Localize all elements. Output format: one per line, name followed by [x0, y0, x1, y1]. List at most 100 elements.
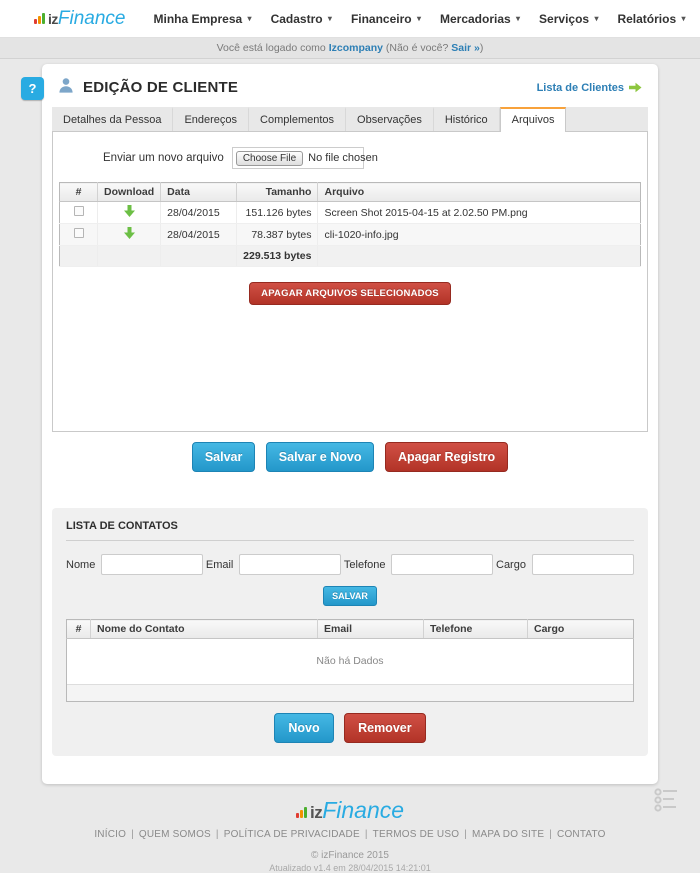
- footer-link-politica[interactable]: POLÍTICA DE PRIVACIDADE: [224, 829, 360, 840]
- file-size: 78.387 bytes: [237, 224, 318, 246]
- novo-button[interactable]: Novo: [274, 713, 333, 743]
- nav-cadastro[interactable]: Cadastro ▾: [271, 12, 332, 26]
- nav-financeiro[interactable]: Financeiro ▾: [351, 12, 421, 26]
- cargo-label: Cargo: [496, 559, 526, 571]
- file-date: 28/04/2015: [161, 202, 237, 224]
- logo-name: Finance: [322, 797, 404, 824]
- contacts-table-header: # Nome do Contato Email Telefone Cargo: [67, 620, 634, 639]
- remover-button[interactable]: Remover: [344, 713, 426, 743]
- file-chosen-status: No file chosen: [308, 152, 378, 164]
- col-email: Email: [318, 620, 424, 639]
- footer-link-inicio[interactable]: INÍCIO: [94, 829, 126, 840]
- salvar-button[interactable]: Salvar: [192, 442, 256, 472]
- chevron-down-icon: ▾: [328, 14, 332, 23]
- file-name: cli-1020-info.jpg: [318, 224, 641, 246]
- file-input[interactable]: Choose File No file chosen: [232, 147, 364, 169]
- file-checkbox[interactable]: [74, 228, 84, 238]
- col-cargo: Cargo: [528, 620, 634, 639]
- salvar-contato-button[interactable]: SALVAR: [323, 586, 377, 606]
- nav-relatorios[interactable]: Relatórios ▾: [617, 12, 685, 26]
- copyright-text: © izFinance 2015: [0, 850, 700, 861]
- nav-mercadorias[interactable]: Mercadorias ▾: [440, 12, 520, 26]
- tab-observacoes[interactable]: Observações: [346, 107, 434, 131]
- telefone-label: Telefone: [344, 559, 386, 571]
- company-link[interactable]: Izcompany: [329, 42, 383, 54]
- card-header: EDIÇÃO DE CLIENTE Lista de Clientes: [42, 64, 658, 107]
- contact-form: Nome Email Telefone Cargo: [66, 554, 634, 575]
- nome-field[interactable]: [101, 554, 203, 575]
- bar-chart-icon: [296, 807, 308, 818]
- salvar-e-novo-button[interactable]: Salvar e Novo: [266, 442, 375, 472]
- files-total-size: 229.513 bytes: [237, 246, 318, 267]
- file-checkbox[interactable]: [74, 206, 84, 216]
- record-actions: Salvar Salvar e Novo Apagar Registro: [42, 432, 658, 484]
- login-status-bar: Você está logado como Izcompany (Não é v…: [0, 38, 700, 59]
- tab-enderecos[interactable]: Endereços: [173, 107, 249, 131]
- cargo-field[interactable]: [532, 554, 634, 575]
- files-table-footer: 229.513 bytes: [60, 246, 641, 267]
- chevron-down-icon: ▾: [681, 14, 685, 23]
- nav-minha-empresa[interactable]: Minha Empresa ▾: [154, 12, 252, 26]
- bar-chart-icon: [34, 13, 46, 24]
- footer-link-contato[interactable]: CONTATO: [557, 829, 606, 840]
- arquivos-panel: Enviar um novo arquivo Choose File No fi…: [52, 132, 648, 432]
- email-label: Email: [206, 559, 234, 571]
- main-nav: Minha Empresa ▾ Cadastro ▾ Financeiro ▾ …: [154, 12, 700, 26]
- logo-prefix: iz: [310, 803, 322, 823]
- divider: [66, 540, 634, 541]
- col-download: Download: [98, 183, 161, 202]
- download-arrow-icon[interactable]: [124, 227, 135, 242]
- file-name: Screen Shot 2015-04-15 at 2.02.50 PM.png: [318, 202, 641, 224]
- lista-de-clientes-link[interactable]: Lista de Clientes: [537, 82, 642, 94]
- footer-logo[interactable]: iz Finance: [296, 797, 404, 824]
- person-icon: [58, 77, 74, 98]
- tab-arquivos[interactable]: Arquivos: [500, 107, 567, 132]
- upload-row: Enviar um novo arquivo Choose File No fi…: [53, 132, 647, 182]
- signout-link[interactable]: Sair »: [451, 42, 480, 54]
- footer-link-mapa[interactable]: MAPA DO SITE: [472, 829, 544, 840]
- help-button[interactable]: ?: [21, 77, 44, 100]
- page-title: EDIÇÃO DE CLIENTE: [83, 79, 238, 96]
- nav-servicos[interactable]: Serviços ▾: [539, 12, 598, 26]
- page-footer: iz Finance INÍCIO|QUEM SOMOS|POLÍTICA DE…: [0, 784, 700, 873]
- login-status-text: Você está logado como: [217, 42, 326, 54]
- col-num: #: [67, 620, 91, 639]
- telefone-field[interactable]: [391, 554, 493, 575]
- tab-detalhes-da-pessoa[interactable]: Detalhes da Pessoa: [52, 107, 173, 131]
- col-data: Data: [161, 183, 237, 202]
- file-size: 151.126 bytes: [237, 202, 318, 224]
- contacts-table-footer: [67, 684, 633, 701]
- tab-bar: Detalhes da Pessoa Endereços Complemento…: [52, 107, 648, 132]
- col-num: #: [60, 183, 98, 202]
- logo-name: Finance: [58, 8, 126, 30]
- col-telefone: Telefone: [424, 620, 528, 639]
- tab-complementos[interactable]: Complementos: [249, 107, 346, 131]
- login-question-text: (Não é você?: [386, 42, 448, 54]
- contacts-table-body: Não há Dados: [66, 639, 634, 702]
- col-tamanho: Tamanho: [237, 183, 318, 202]
- footer-link-quem-somos[interactable]: QUEM SOMOS: [139, 829, 211, 840]
- table-row: 28/04/2015 151.126 bytes Screen Shot 201…: [60, 202, 641, 224]
- list-icon[interactable]: [652, 785, 680, 820]
- col-arquivo: Arquivo: [318, 183, 641, 202]
- download-arrow-icon[interactable]: [124, 205, 135, 220]
- chevron-down-icon: ▾: [516, 14, 520, 23]
- lista-de-contatos-section: LISTA DE CONTATOS Nome Email Telefone Ca…: [52, 508, 648, 756]
- footer-link-termos[interactable]: TERMOS DE USO: [373, 829, 460, 840]
- main-card: ? EDIÇÃO DE CLIENTE Lista de Clientes De…: [42, 64, 658, 784]
- app-logo[interactable]: iz Finance: [34, 8, 126, 30]
- top-bar: iz Finance Minha Empresa ▾ Cadastro ▾ Fi…: [0, 0, 700, 38]
- file-date: 28/04/2015: [161, 224, 237, 246]
- choose-file-button[interactable]: Choose File: [236, 151, 303, 166]
- footer-links: INÍCIO|QUEM SOMOS|POLÍTICA DE PRIVACIDAD…: [0, 829, 700, 840]
- files-table: # Download Data Tamanho Arquivo 28/04/20…: [59, 182, 641, 267]
- tab-historico[interactable]: Histórico: [434, 107, 500, 131]
- apagar-arquivos-selecionados-button[interactable]: APAGAR ARQUIVOS SELECIONADOS: [249, 282, 451, 305]
- logo-prefix: iz: [48, 11, 58, 27]
- chevron-down-icon: ▾: [594, 14, 598, 23]
- email-field[interactable]: [239, 554, 341, 575]
- apagar-registro-button[interactable]: Apagar Registro: [385, 442, 508, 472]
- files-table-header: # Download Data Tamanho Arquivo: [60, 183, 641, 202]
- arrow-right-icon: [629, 82, 642, 93]
- empty-state-text: Não há Dados: [67, 639, 633, 684]
